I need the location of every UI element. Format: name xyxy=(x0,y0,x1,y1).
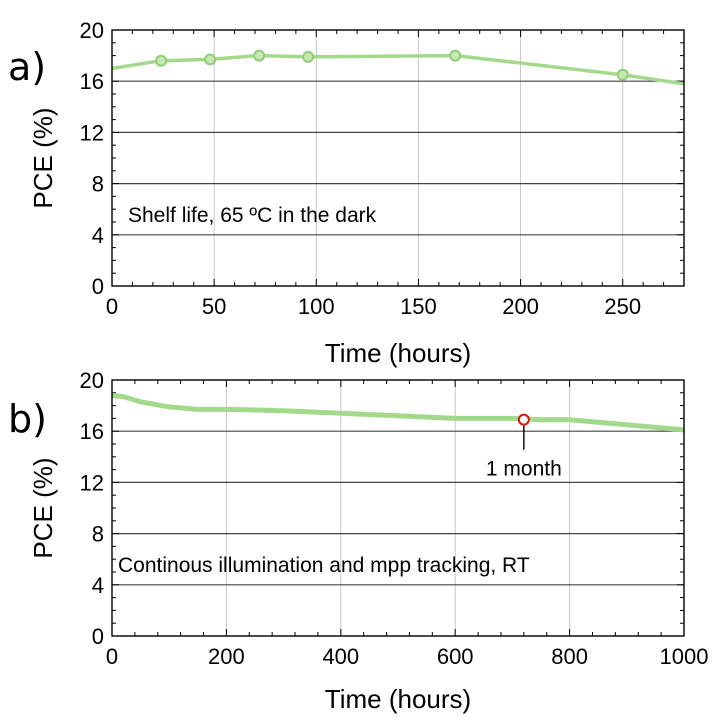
y-tick-label: 4 xyxy=(92,223,104,248)
x-tick-label: 800 xyxy=(551,644,588,669)
panel-annotation: Shelf life, 65 ºC in the dark xyxy=(128,204,377,227)
y-tick-label: 12 xyxy=(80,470,104,495)
y-axis-label: PCE (%) xyxy=(28,107,58,208)
y-tick-label: 4 xyxy=(92,573,104,598)
series-line xyxy=(111,53,685,86)
y-tick-label: 8 xyxy=(92,172,104,197)
y-tick-label: 20 xyxy=(80,368,104,393)
panel-a: Shelf life, 65 ºC in the dark 0 50 100 150 20… xyxy=(8,18,685,368)
panel-annotation: Continous illumination and mpp tracking,… xyxy=(118,554,530,577)
data-point-marker xyxy=(449,49,462,62)
x-tick-label: 250 xyxy=(604,294,641,319)
highlight-label: 1 month xyxy=(486,458,562,481)
panel-label: a) xyxy=(8,45,46,89)
y-tick-label: 8 xyxy=(92,522,104,547)
highlight-marker xyxy=(517,413,530,426)
y-tick-label: 12 xyxy=(80,120,104,145)
x-tick-label: 50 xyxy=(202,294,226,319)
x-tick-label: 200 xyxy=(502,294,539,319)
x-tick-label: 0 xyxy=(106,294,118,319)
data-point-marker xyxy=(302,50,315,63)
panel-b: 1 month Continous illumination and mpp tr… xyxy=(8,368,708,714)
data-point-marker xyxy=(616,68,629,81)
x-tick-label: 150 xyxy=(400,294,437,319)
y-axis-label: PCE (%) xyxy=(28,457,58,558)
x-tick-label: 0 xyxy=(106,644,118,669)
data-point-marker xyxy=(155,54,168,67)
x-tick-label: 200 xyxy=(208,644,245,669)
x-tick-label: 400 xyxy=(322,644,359,669)
series-line xyxy=(111,392,685,433)
y-tick-label: 20 xyxy=(80,18,104,43)
plot-frame xyxy=(111,29,685,287)
panel-label: b) xyxy=(8,397,47,441)
data-point-marker xyxy=(204,53,217,66)
data-point-marker xyxy=(253,49,266,62)
y-tick-label: 16 xyxy=(80,419,104,444)
y-tick-label: 0 xyxy=(92,274,104,299)
y-tick-label: 0 xyxy=(92,624,104,649)
y-tick-label: 16 xyxy=(80,69,104,94)
x-axis-label: Time (hours) xyxy=(325,684,471,714)
x-tick-label: 600 xyxy=(437,644,474,669)
x-tick-label: 100 xyxy=(298,294,335,319)
plot-frame xyxy=(111,379,685,637)
x-tick-label: 1000 xyxy=(660,644,709,669)
x-axis-label: Time (hours) xyxy=(325,338,471,368)
